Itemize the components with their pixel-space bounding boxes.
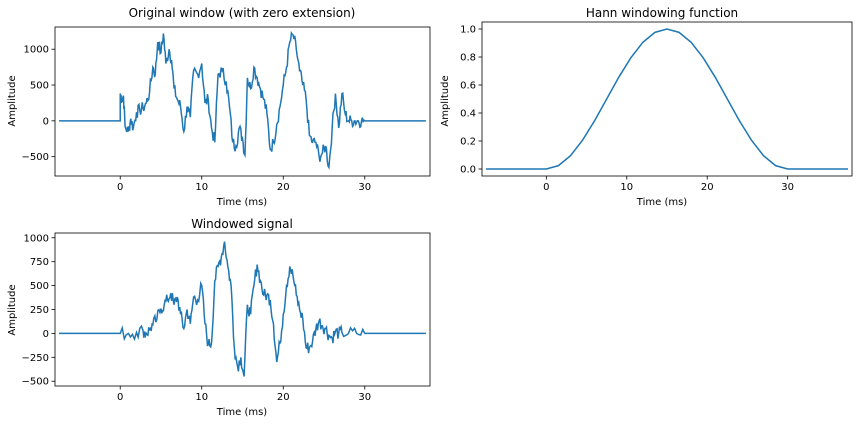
y-tick-label: 250 <box>30 305 49 316</box>
y-tick-label: 500 <box>30 81 49 92</box>
series-line <box>59 30 426 170</box>
x-tick-label: 30 <box>358 392 371 403</box>
x-tick-label: 30 <box>358 182 371 193</box>
axes-frame <box>481 21 853 177</box>
y-tick-label: 0.6 <box>460 81 476 92</box>
y-tick-label: −500 <box>22 152 49 163</box>
y-tick-label: 0 <box>43 116 49 127</box>
y-tick-label: 0.4 <box>460 109 476 120</box>
y-tick-label: 0 <box>43 329 49 340</box>
axes-frame <box>54 232 431 387</box>
x-axis-label: Time (ms) <box>636 197 688 208</box>
y-tick-label: 1000 <box>24 233 49 244</box>
subplot-original-window: Original window (with zero extension) Ti… <box>7 6 431 208</box>
y-axis-label: Amplitude <box>440 75 451 126</box>
series-line <box>486 28 848 170</box>
chart-title: Hann windowing function <box>586 6 738 20</box>
y-axis-label: Amplitude <box>7 75 18 126</box>
chart-title: Original window (with zero extension) <box>129 6 356 20</box>
y-tick-label: 500 <box>30 281 49 292</box>
axes-frame <box>54 26 431 177</box>
series-line <box>59 241 426 377</box>
x-axis-label: Time (ms) <box>216 407 268 418</box>
x-tick-label: 10 <box>195 182 208 193</box>
y-tick-label: 0.2 <box>460 137 476 148</box>
chart-title: Windowed signal <box>191 217 293 231</box>
y-tick-label: −500 <box>22 377 49 388</box>
x-tick-label: 20 <box>701 182 714 193</box>
x-tick-label: 0 <box>117 392 123 403</box>
subplot-hann-window: Hann windowing function Time (ms) Amplit… <box>440 6 853 208</box>
x-tick-label: 20 <box>277 392 290 403</box>
x-tick-label: 10 <box>620 182 633 193</box>
y-tick-label: 0.8 <box>460 53 476 64</box>
subplot-windowed-signal: Windowed signal Time (ms) Amplitude 0 10 2… <box>7 217 431 418</box>
x-tick-label: 10 <box>195 392 208 403</box>
y-tick-label: 0.0 <box>460 165 476 176</box>
y-tick-label: −250 <box>22 353 49 364</box>
x-tick-label: 0 <box>543 182 549 193</box>
x-tick-label: 20 <box>277 182 290 193</box>
x-tick-label: 0 <box>117 182 123 193</box>
x-tick-label: 30 <box>781 182 794 193</box>
x-axis-label: Time (ms) <box>216 197 268 208</box>
y-tick-label: 750 <box>30 257 49 268</box>
y-tick-label: 1000 <box>24 45 49 56</box>
y-tick-label: 1.0 <box>460 25 476 36</box>
y-axis-label: Amplitude <box>7 284 18 335</box>
